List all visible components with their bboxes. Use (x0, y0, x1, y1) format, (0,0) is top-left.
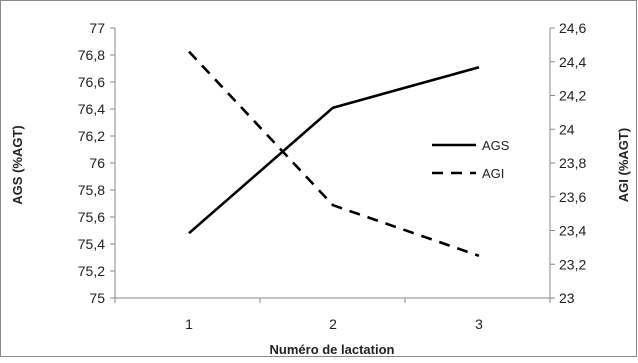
y-axis-right-title: AGI (%AGT) (616, 128, 631, 202)
y-axis-left-title: AGS (%AGT) (10, 125, 25, 204)
y-left-tick-label: 76,6 (78, 74, 105, 90)
y-right-tick-label: 24,4 (559, 54, 586, 70)
y-right-tick-label: 24,2 (559, 88, 586, 104)
x-tick-label: 3 (475, 316, 483, 332)
x-axis-title: Numéro de lactation (270, 342, 395, 357)
y-left-tick-label: 75,6 (78, 209, 105, 225)
y-left-tick-label: 75,8 (78, 182, 105, 198)
x-tick-label: 1 (185, 316, 193, 332)
y-right-tick-label: 23 (559, 290, 575, 306)
series-line-agi (188, 50, 480, 258)
y-right-tick-label: 24 (559, 121, 575, 137)
y-right-tick-label: 23,6 (559, 189, 586, 205)
legend-label-ags: AGS (482, 138, 510, 153)
x-tick-label: 2 (329, 316, 337, 332)
y-left-tick-label: 75,2 (78, 263, 105, 279)
y-left-tick-label: 76,4 (78, 101, 105, 117)
axes (110, 27, 555, 303)
y-left-tick-label: 77 (89, 20, 105, 36)
y-left-tick-label: 76,8 (78, 47, 105, 63)
y-left-tick-label: 75,4 (78, 236, 105, 252)
tick-labels: 7575,275,475,675,87676,276,476,676,87723… (78, 20, 587, 332)
y-right-tick-label: 23,2 (559, 256, 586, 272)
series-lines (188, 50, 480, 258)
series-line-ags (188, 65, 480, 235)
y-right-tick-label: 23,8 (559, 155, 586, 171)
legend-label-agi: AGI (482, 166, 504, 181)
y-left-tick-label: 75 (89, 290, 105, 306)
y-left-tick-label: 76,2 (78, 128, 105, 144)
y-right-tick-label: 24,6 (559, 20, 586, 36)
y-left-tick-label: 76 (89, 155, 105, 171)
legend: AGS AGI (432, 138, 510, 181)
y-right-tick-label: 23,4 (559, 223, 586, 239)
